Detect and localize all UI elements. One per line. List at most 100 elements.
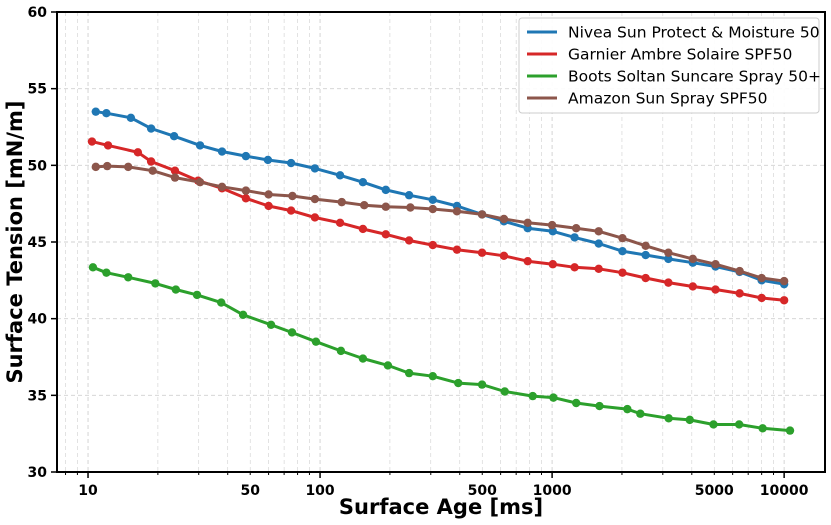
data-point bbox=[454, 378, 463, 388]
data-point bbox=[548, 260, 558, 269]
data-point bbox=[664, 248, 673, 257]
data-point bbox=[641, 273, 650, 283]
data-point bbox=[103, 161, 112, 171]
series-2 bbox=[88, 263, 795, 435]
data-point bbox=[124, 162, 133, 172]
data-point bbox=[381, 230, 391, 239]
y-tick-label: 30 bbox=[28, 465, 48, 481]
data-point bbox=[169, 132, 179, 141]
data-point bbox=[664, 414, 673, 423]
data-point bbox=[241, 151, 251, 161]
data-point bbox=[358, 224, 368, 234]
data-point bbox=[310, 213, 320, 222]
data-point bbox=[570, 263, 579, 272]
data-point bbox=[406, 203, 415, 212]
data-point bbox=[103, 141, 113, 150]
data-point bbox=[688, 282, 698, 291]
x-tick-label: 10 bbox=[78, 483, 98, 499]
data-point bbox=[758, 424, 767, 433]
data-point bbox=[452, 207, 462, 216]
data-point bbox=[404, 191, 414, 200]
legend-item: Amazon Sun Spray SPF50 bbox=[527, 90, 767, 108]
data-point bbox=[528, 391, 537, 401]
data-point bbox=[266, 320, 276, 329]
data-point bbox=[595, 401, 604, 411]
data-point bbox=[195, 178, 205, 187]
x-tick-label: 1000 bbox=[533, 483, 572, 499]
data-point bbox=[217, 147, 227, 156]
data-point bbox=[636, 409, 645, 418]
data-point bbox=[641, 250, 650, 260]
x-tick-label: 500 bbox=[468, 483, 497, 499]
data-point bbox=[618, 268, 627, 277]
data-point bbox=[126, 113, 136, 123]
data-point bbox=[688, 254, 698, 264]
data-point bbox=[664, 278, 673, 287]
data-point bbox=[102, 109, 111, 118]
series-1 bbox=[87, 137, 789, 305]
x-tick-label: 50 bbox=[240, 483, 260, 499]
data-point bbox=[548, 227, 558, 236]
data-point bbox=[523, 218, 532, 228]
legend-box bbox=[518, 17, 820, 114]
data-point bbox=[549, 393, 558, 402]
data-point bbox=[428, 240, 437, 250]
data-point bbox=[148, 166, 157, 175]
data-point bbox=[91, 162, 100, 172]
data-point bbox=[571, 224, 581, 233]
data-point bbox=[594, 239, 603, 248]
data-point bbox=[288, 191, 297, 201]
data-point bbox=[735, 289, 744, 298]
x-tick-label: 5000 bbox=[695, 483, 734, 499]
ticks: 30 35 40 45 50 55 60 10 50 100 500 1000 5000 10000 bbox=[28, 5, 809, 499]
data-point bbox=[238, 310, 248, 320]
legend: Nivea Sun Protect & Moisture 50 Garnier A… bbox=[518, 17, 821, 114]
data-point bbox=[170, 173, 180, 182]
data-point bbox=[383, 361, 393, 370]
data-point bbox=[571, 398, 581, 408]
data-point bbox=[757, 273, 766, 283]
data-point bbox=[404, 236, 414, 245]
data-point bbox=[335, 218, 345, 228]
data-point bbox=[428, 204, 437, 214]
data-point bbox=[499, 214, 509, 224]
data-point bbox=[286, 206, 296, 215]
y-tick-label: 45 bbox=[28, 235, 47, 251]
y-tick-label: 55 bbox=[28, 82, 47, 98]
data-point bbox=[264, 201, 273, 211]
data-point bbox=[87, 137, 97, 146]
data-point bbox=[547, 220, 557, 230]
data-point bbox=[711, 285, 720, 294]
legend-label: Garnier Ambre Solaire SPF50 bbox=[568, 46, 792, 64]
data-point bbox=[570, 233, 579, 242]
data-point bbox=[358, 354, 368, 363]
data-point bbox=[151, 279, 160, 288]
legend-label: Nivea Sun Protect & Moisture 50 bbox=[568, 24, 820, 42]
data-point bbox=[217, 182, 227, 191]
data-point bbox=[146, 124, 156, 133]
data-point bbox=[499, 251, 509, 260]
data-point bbox=[428, 371, 437, 381]
series-3 bbox=[91, 161, 789, 286]
data-point bbox=[287, 328, 297, 337]
data-point bbox=[241, 186, 251, 195]
data-point bbox=[286, 158, 296, 168]
data-point bbox=[734, 420, 744, 429]
data-point bbox=[263, 155, 273, 165]
data-point bbox=[335, 171, 345, 180]
data-point bbox=[594, 264, 603, 274]
data-point bbox=[404, 368, 414, 378]
series-group bbox=[87, 107, 795, 435]
series-0 bbox=[91, 107, 789, 289]
data-point bbox=[618, 247, 627, 256]
legend-item: Garnier Ambre Solaire SPF50 bbox=[527, 46, 792, 64]
data-point bbox=[735, 266, 744, 276]
data-point bbox=[195, 141, 205, 150]
data-point bbox=[618, 233, 627, 243]
x-tick-label: 100 bbox=[305, 483, 334, 499]
data-point bbox=[310, 194, 320, 204]
data-point bbox=[192, 290, 202, 300]
data-point bbox=[641, 241, 650, 251]
data-point bbox=[217, 298, 226, 307]
